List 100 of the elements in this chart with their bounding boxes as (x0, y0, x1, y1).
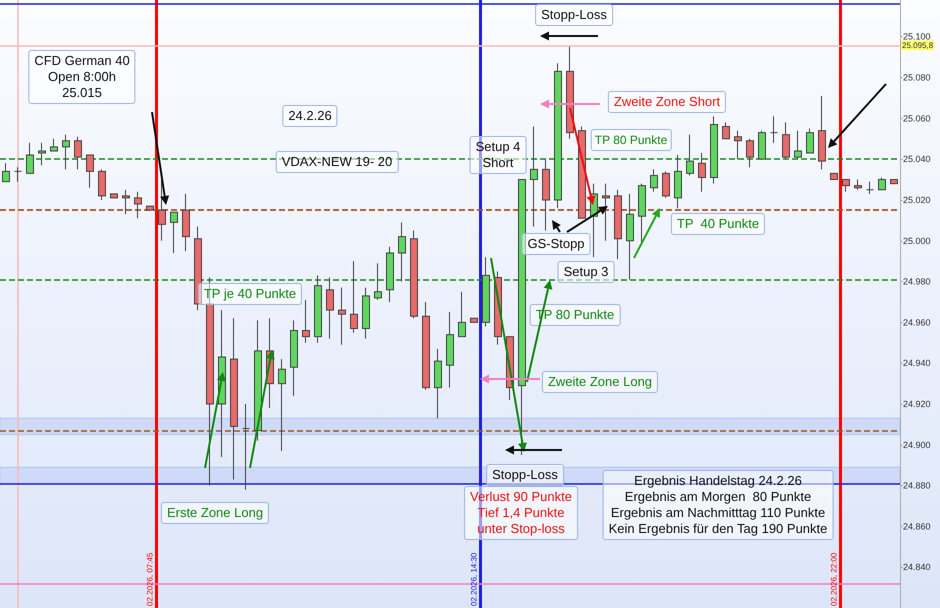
annotation: Zweite Zone Long (542, 371, 658, 393)
candlestick (818, 95, 826, 170)
annotation: TP 80 Punkte (590, 129, 672, 151)
candlestick (182, 193, 190, 252)
text: 02.2026, 07:45 (146, 552, 154, 606)
candlestick (302, 299, 310, 344)
candlestick (86, 154, 94, 188)
annotation: VDAX-NEW 19- 20 (276, 151, 398, 173)
candlestick (542, 158, 550, 232)
annotation: Ergebnis Handelstag 24.2.26 Ergebnis am Morgen 80 Punkte Ergebnis am Nachmitttag 110 Punkte Kein Ergebnis für den Tag 190 Punkte (602, 470, 834, 540)
candlestick (14, 166, 22, 182)
candlestick (242, 403, 250, 490)
annotation: Stopp-Loss (535, 4, 613, 26)
annotation: Verlust 90 Punkte Tief 1,4 Punkte unter Stop-loss (464, 486, 578, 540)
candlestick (38, 142, 46, 166)
candlestick (734, 130, 742, 160)
y-tick-label: 25.000 (903, 236, 931, 246)
candlestick (74, 136, 82, 170)
candlestick (806, 128, 814, 154)
candlestick (722, 122, 730, 140)
candlestick (602, 183, 610, 242)
y-tick-label: 24.960 (903, 317, 931, 328)
candlestick (278, 358, 286, 452)
candlestick (746, 138, 754, 168)
annotation: Setup 3 (558, 261, 614, 283)
ref-line-label: 25.095,8 (902, 40, 934, 50)
candlestick (830, 172, 838, 180)
y-tick-label: 25.060 (903, 113, 931, 124)
annotation: Zweite Zone Short (608, 91, 726, 113)
y-tick-label: 24.900 (903, 440, 931, 450)
candlestick (26, 142, 34, 174)
candlestick (686, 134, 694, 176)
annotation: CFD German 40 Open 8:00h 25.015 (28, 50, 136, 104)
candlestick (194, 226, 202, 311)
candlestick (98, 168, 106, 200)
y-tick-label: 24.980 (903, 276, 931, 287)
candlestick (50, 138, 58, 152)
y-tick-label: 25.080 (903, 72, 931, 83)
candlestick (470, 318, 478, 323)
candlestick (254, 320, 262, 442)
candlestick (698, 152, 706, 192)
candlestick (710, 116, 718, 184)
y-tick-label: 25.100 (903, 32, 931, 42)
candlestick (482, 256, 490, 327)
candlestick (398, 222, 406, 282)
y-tick-label: 24.940 (903, 358, 931, 368)
candlestick (866, 181, 874, 194)
y-tick-label: 25.040 (903, 154, 931, 164)
candlestick (314, 274, 322, 344)
annotation: TP 40 Punkte (670, 213, 766, 235)
candlestick (2, 162, 10, 182)
annotation: TP je 40 Punkte (198, 283, 302, 305)
candlestick (410, 230, 418, 319)
candlestick (146, 206, 154, 211)
candlestick (758, 130, 766, 160)
candlestick (626, 193, 634, 280)
candlestick (578, 126, 586, 219)
y-tick-label: 24.860 (903, 521, 931, 532)
candlestick (374, 262, 382, 300)
candlestick (770, 116, 778, 144)
y-tick-label: 24.840 (903, 562, 931, 572)
candlestick (650, 168, 658, 192)
candlestick (338, 287, 346, 346)
candlestick (674, 154, 682, 209)
candlestick (446, 312, 454, 388)
annotation: GS-Stopp (521, 233, 591, 255)
candlestick (434, 348, 442, 419)
candlestick (842, 179, 850, 192)
candlestick (662, 170, 670, 198)
candlestick (854, 179, 862, 190)
candlestick (110, 193, 118, 198)
candlestick (350, 260, 358, 334)
candlestick (530, 126, 538, 227)
candlestick (782, 122, 790, 160)
text: 02.2026, 14:30 (470, 552, 478, 606)
candlestick (878, 177, 886, 190)
candlestick (458, 291, 466, 338)
candlestick (890, 179, 898, 184)
candlestick (134, 191, 142, 219)
candlestick (170, 212, 178, 254)
candlestick (230, 318, 238, 480)
y-tick-label: 25.020 (903, 194, 931, 205)
annotation: Stopp-Loss (486, 464, 564, 486)
candlestick (566, 46, 574, 140)
y-tick-label: 24.880 (903, 480, 931, 491)
text: 02.2026, 22:00 (830, 552, 838, 606)
candlestick (62, 134, 70, 170)
candlestick (422, 301, 430, 390)
y-tick-label: 24.920 (903, 398, 931, 409)
candlestick (122, 189, 130, 215)
candlestick (362, 287, 370, 340)
candlestick (614, 189, 622, 260)
candlestick (290, 320, 298, 396)
annotation: Setup 4 Short (470, 136, 526, 174)
candlestick (326, 276, 334, 340)
candlestick (554, 62, 562, 209)
candlestick (386, 246, 394, 302)
candlestick (794, 130, 802, 160)
annotation: 24.2.26 (282, 105, 338, 127)
annotation: Erste Zone Long (160, 502, 270, 524)
